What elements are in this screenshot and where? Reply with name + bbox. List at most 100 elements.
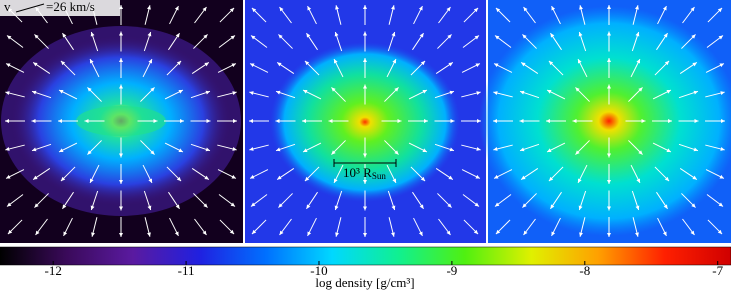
arrow-head — [331, 87, 336, 92]
colorbar — [0, 246, 731, 266]
arrow-head — [334, 178, 338, 183]
arrow-head — [493, 91, 498, 95]
arrow-head — [548, 176, 554, 182]
arrow-head — [717, 229, 723, 235]
arrow-head — [450, 119, 455, 123]
arrow-head — [335, 5, 339, 10]
arrow-head — [521, 62, 526, 67]
arrow-head — [473, 7, 479, 13]
arrow-head — [34, 34, 39, 39]
arrow-head — [424, 119, 428, 123]
arrow-head — [523, 7, 528, 12]
arrow-head — [635, 205, 640, 210]
arrow-head — [718, 202, 723, 207]
arrow-head — [5, 119, 9, 123]
arrow-head — [250, 174, 255, 179]
arrow-head — [205, 147, 210, 152]
arrow-head — [119, 180, 123, 184]
arrow-head — [90, 32, 95, 37]
arrow-head — [249, 119, 253, 123]
arrow-head — [691, 34, 696, 39]
arrow-head — [303, 148, 308, 152]
arrow-head — [119, 206, 123, 211]
arrow-head — [607, 5, 611, 9]
arrow-head — [233, 119, 237, 123]
arrow-head — [692, 175, 697, 180]
arrow-head — [304, 176, 310, 182]
arrow-head — [6, 174, 11, 179]
arrow-head — [422, 148, 427, 152]
arrow-head — [335, 232, 339, 237]
arrow-head — [230, 202, 235, 207]
arrow-head — [551, 231, 556, 236]
x-tick-label: -11 — [178, 263, 195, 278]
arrow-head — [276, 147, 281, 152]
arrow-head — [306, 33, 311, 38]
arrow-head — [418, 6, 423, 11]
arrow-head — [232, 147, 237, 151]
arrow-head — [476, 147, 481, 151]
arrow-head — [548, 60, 554, 66]
arrow-head — [547, 90, 552, 94]
arrow-head — [523, 230, 528, 235]
arrow-head — [422, 90, 427, 94]
arrow-head — [662, 6, 667, 11]
arrow-head — [578, 178, 582, 183]
arrow-head — [147, 32, 152, 37]
arrow-head — [719, 174, 724, 179]
arrow-head — [446, 7, 451, 12]
arrow-head — [495, 35, 500, 40]
arrow-head — [551, 6, 556, 11]
arrow-head — [578, 59, 582, 64]
arrow-head — [180, 119, 184, 123]
x-tick-label: -8 — [579, 263, 590, 278]
arrow-head — [277, 175, 282, 180]
x-tick-label: -7 — [712, 263, 723, 278]
arrow-head — [334, 32, 339, 37]
arrow-head — [279, 230, 284, 235]
arrow-head — [148, 178, 152, 183]
arrow-head — [721, 119, 725, 123]
arrow-head — [391, 5, 395, 10]
arrow-head — [176, 176, 182, 182]
arrow-head — [87, 87, 92, 92]
arrow-head — [147, 232, 151, 237]
arrow-head — [5, 147, 10, 151]
arrow-head — [153, 119, 158, 123]
arrow-head — [446, 230, 451, 235]
arrow-head — [90, 178, 94, 183]
arrow-head — [119, 84, 123, 89]
arrow-head — [307, 231, 312, 236]
arrow-head — [607, 58, 611, 62]
arrow-head — [449, 147, 454, 152]
arrow-head — [636, 178, 640, 183]
arrow-head — [475, 63, 480, 68]
arrow-head — [251, 229, 257, 235]
arrow-head — [719, 63, 724, 68]
arrow-head — [663, 33, 668, 38]
arrow-head — [251, 35, 256, 40]
arrow-head — [59, 90, 64, 94]
arrow-head — [147, 205, 152, 210]
arrow-head — [522, 203, 527, 208]
arrow-head — [302, 119, 306, 123]
velocity-key-value: =26 km/s — [46, 0, 95, 14]
arrow-head — [202, 7, 207, 12]
arrow-head — [447, 203, 452, 208]
arrow-head — [638, 150, 643, 155]
arrow-head — [363, 31, 367, 36]
velocity-arrows — [5, 5, 725, 237]
arrow-head — [249, 91, 254, 95]
arrow-head — [204, 175, 209, 180]
arrow-head — [607, 31, 611, 36]
arrow-head — [578, 205, 583, 210]
arrow-head — [495, 202, 500, 207]
arrow-head — [397, 119, 402, 123]
arrow-head — [521, 175, 526, 180]
arrow-head — [690, 7, 695, 12]
x-tick-label: -10 — [310, 263, 327, 278]
arrow-head — [392, 178, 396, 183]
arrow-head — [575, 87, 580, 92]
arrow-head — [148, 59, 152, 64]
